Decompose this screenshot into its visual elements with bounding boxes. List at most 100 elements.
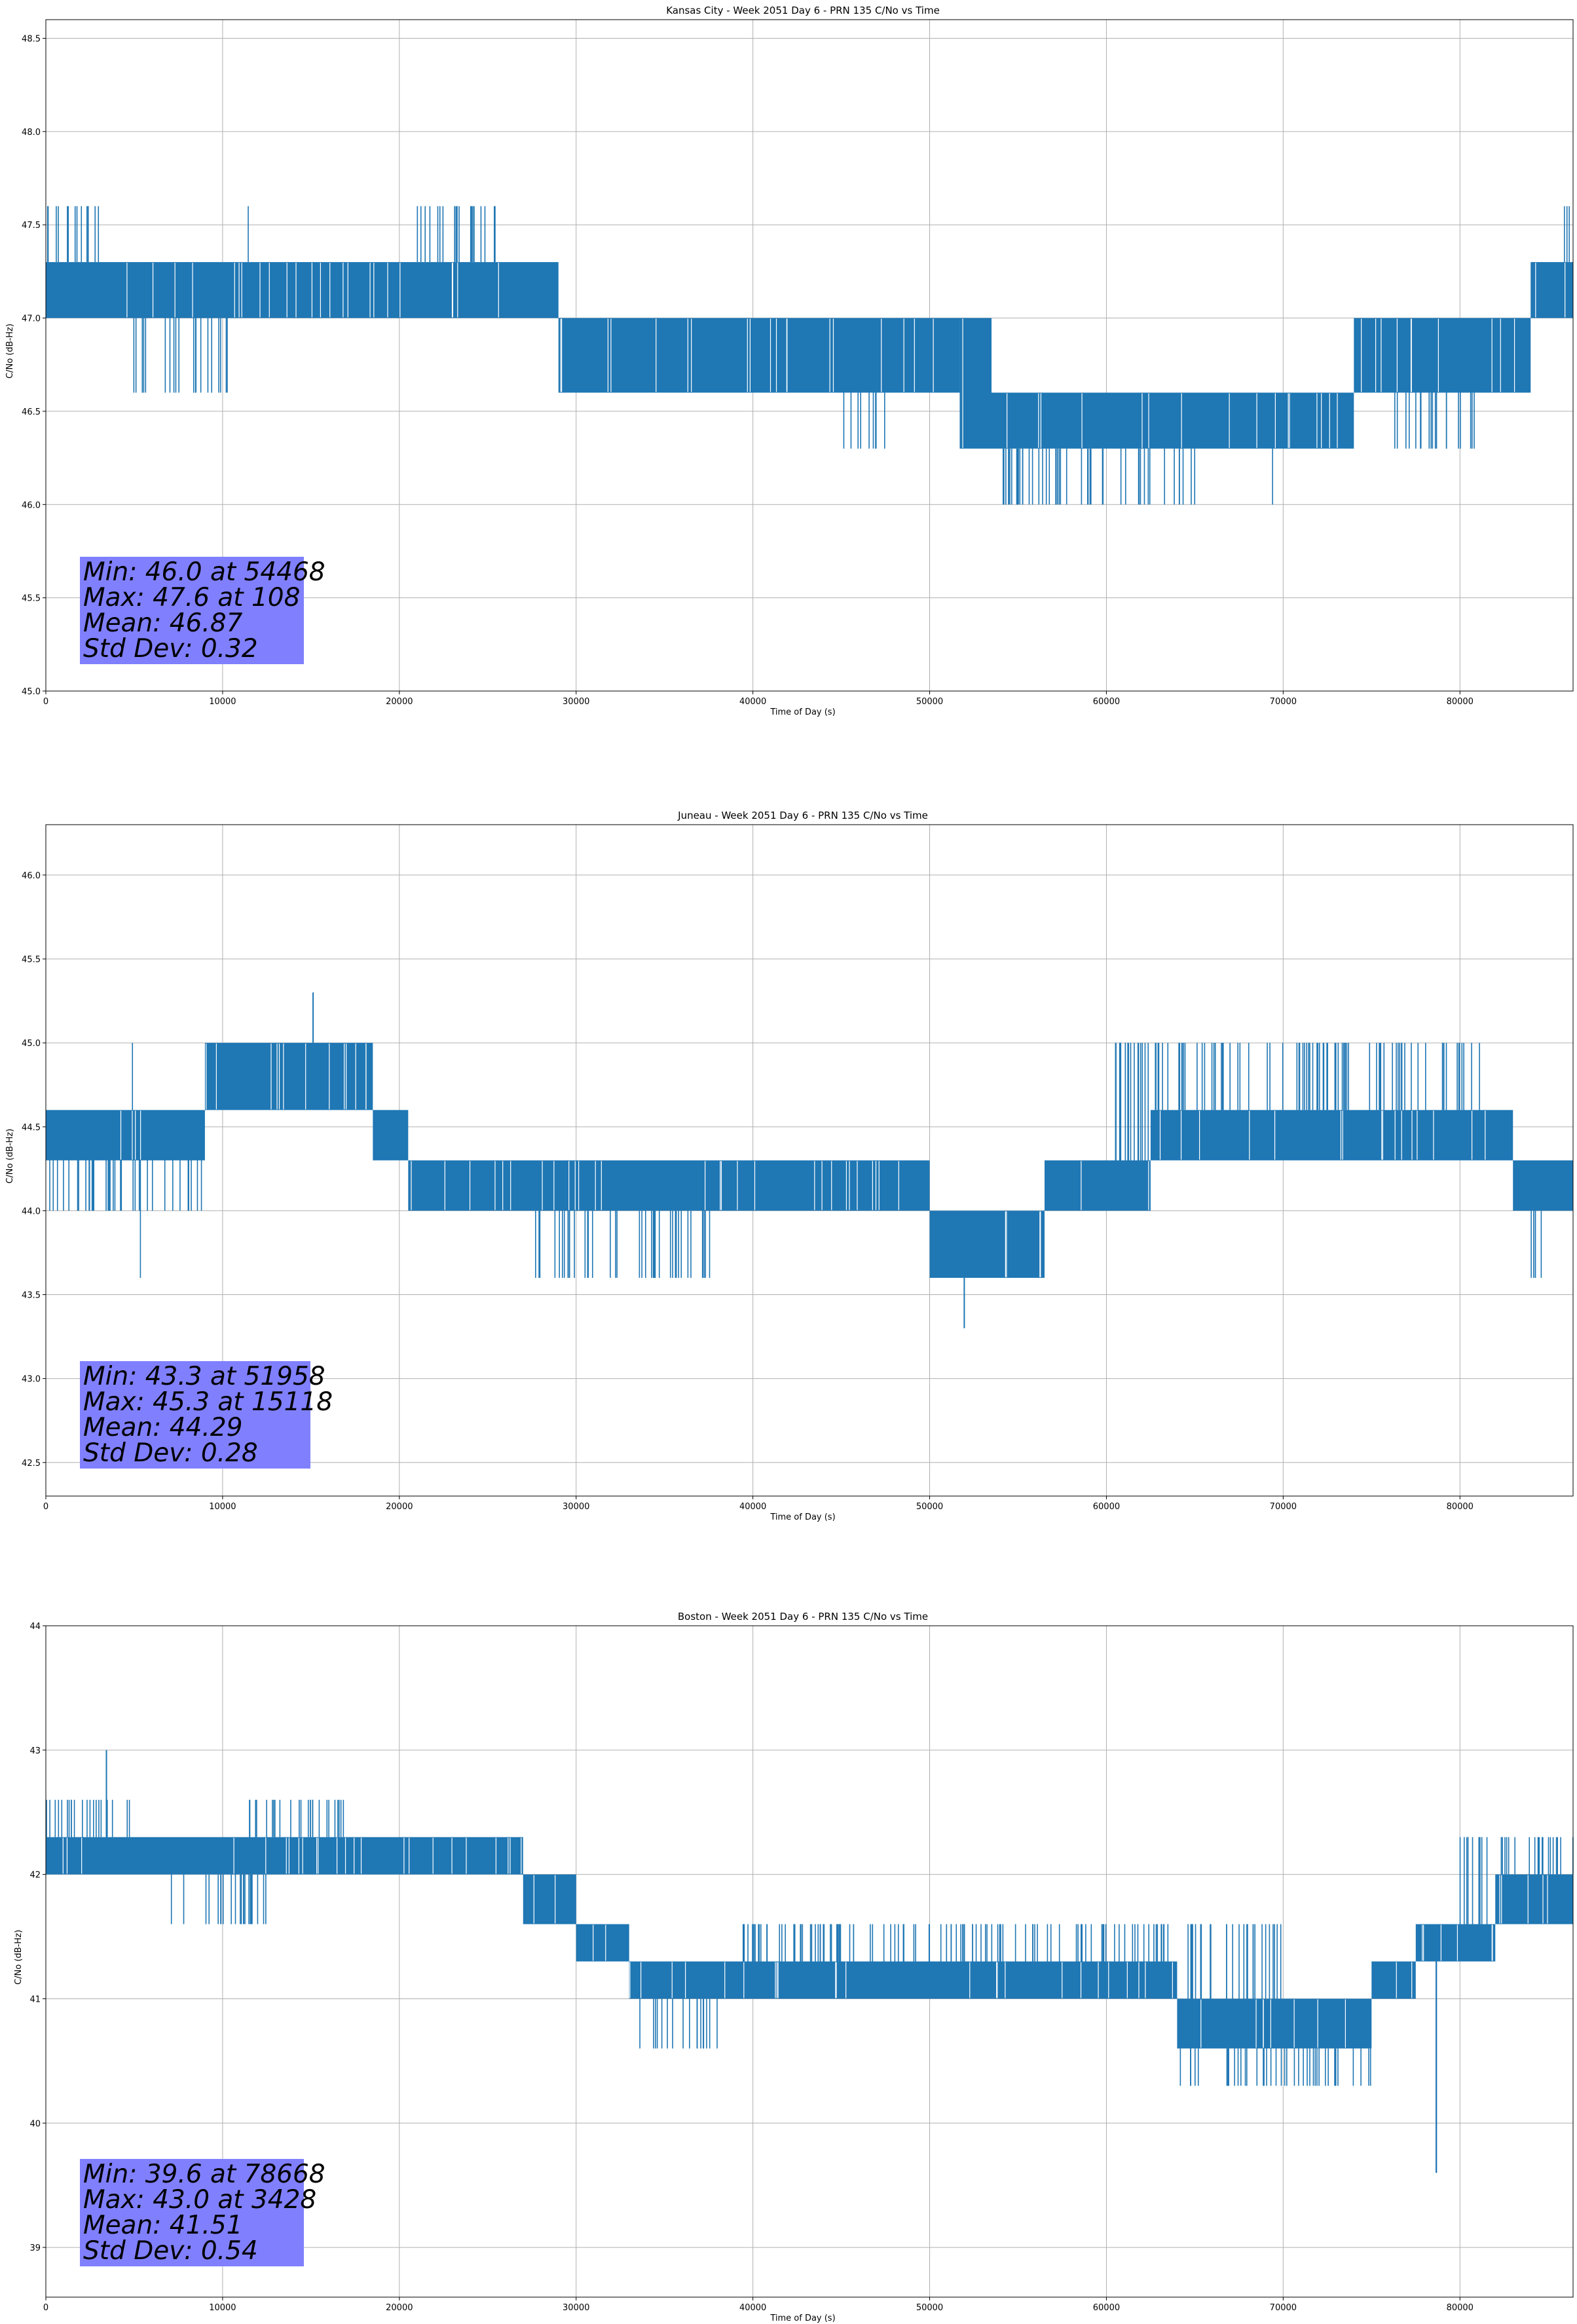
x-tick-label: 60000 — [1093, 697, 1120, 707]
y-tick-label: 44 — [29, 1622, 41, 1632]
x-tick-label: 60000 — [1093, 2303, 1120, 2313]
x-tick-label: 70000 — [1270, 697, 1297, 707]
y-tick-label: 45.5 — [22, 955, 41, 965]
x-tick-label: 50000 — [916, 2303, 943, 2313]
x-tick-label: 20000 — [386, 2303, 413, 2313]
y-tick-label: 45.0 — [22, 1039, 41, 1049]
y-tick-label: 43.0 — [22, 1375, 41, 1385]
x-tick-label: 30000 — [563, 1502, 589, 1512]
chart-panel-juneau: Juneau - Week 2051 Day 6 - PRN 135 C/No … — [5, 810, 1574, 1522]
data-band — [523, 1874, 576, 1924]
stats-min: Min: 46.0 at 54468 — [83, 557, 325, 587]
chart-panel-boston: Boston - Week 2051 Day 6 - PRN 135 C/No … — [14, 1611, 1574, 2323]
x-tick-label: 40000 — [739, 1502, 766, 1512]
x-tick-label: 70000 — [1270, 1502, 1297, 1512]
y-tick-label: 46.5 — [22, 407, 41, 417]
stats-max: Max: 43.0 at 3428 — [83, 2185, 316, 2215]
axes-frame — [45, 1625, 1574, 2298]
y-tick-label: 48.0 — [22, 128, 41, 138]
x-tick-label: 10000 — [209, 697, 236, 707]
plot-area: 0 10000 20000 30000 40000 50000 60000 70000 8000… — [22, 19, 1574, 707]
chart-panel-kansas-city: Kansas City - Week 2051 Day 6 - PRN 135 … — [5, 5, 1574, 717]
stats-box-background — [80, 1361, 310, 1469]
data-band — [1044, 1160, 1151, 1211]
y-tick-label: 44.0 — [22, 1207, 41, 1216]
x-tick-label: 20000 — [386, 697, 413, 707]
stats-min: Min: 43.3 at 51958 — [83, 1362, 325, 1391]
data-band — [929, 1210, 1045, 1278]
y-tick-label: 39 — [29, 2243, 41, 2253]
x-tick-label: 0 — [43, 2303, 48, 2313]
data-band — [1495, 1874, 1573, 1924]
data-band — [629, 1961, 1027, 1999]
stats-box: Min: 39.6 at 78668 Max: 43.0 at 3428 Mea… — [80, 2159, 325, 2266]
x-tick-label: 10000 — [209, 2303, 236, 2313]
data-band — [1415, 1924, 1496, 1962]
x-tick-label: 50000 — [916, 697, 943, 707]
y-tick-label: 41 — [29, 1995, 41, 2004]
data-band — [1026, 1961, 1178, 1999]
stats-box-background — [80, 2159, 304, 2266]
data-band — [46, 1110, 205, 1161]
x-tick-label: 20000 — [386, 1502, 413, 1512]
y-axis-label: C/No (dB-Hz) — [14, 1930, 24, 1985]
stats-box: Min: 46.0 at 54468 Max: 47.6 at 108 Mean… — [80, 557, 325, 664]
y-tick-label: 45.5 — [22, 594, 41, 604]
x-tick-label: 60000 — [1093, 1502, 1120, 1512]
y-tick-label: 46.0 — [22, 500, 41, 510]
stats-box: Min: 43.3 at 51958 Max: 45.3 at 15118 Me… — [80, 1361, 333, 1469]
y-tick-label: 40 — [29, 2119, 41, 2129]
x-tick-label: 30000 — [563, 2303, 589, 2313]
stats-std-dev: Std Dev: 0.54 — [83, 2236, 258, 2266]
y-tick-label: 44.5 — [22, 1123, 41, 1133]
stats-max: Max: 47.6 at 108 — [83, 583, 300, 612]
stats-mean: Mean: 41.51 — [83, 2211, 242, 2240]
x-tick-label: 40000 — [739, 697, 766, 707]
x-tick-label: 50000 — [916, 1502, 943, 1512]
data-band — [959, 318, 992, 449]
y-tick-label: 42 — [29, 1871, 41, 1881]
y-tick-label: 42.5 — [22, 1459, 41, 1469]
stats-max: Max: 45.3 at 15118 — [83, 1387, 333, 1417]
x-tick-label: 0 — [43, 1502, 48, 1512]
x-tick-label: 30000 — [563, 697, 589, 707]
chart-title: Juneau - Week 2051 Day 6 - PRN 135 C/No … — [677, 810, 928, 821]
data-band — [1354, 318, 1531, 393]
y-tick-label: 43.5 — [22, 1291, 41, 1301]
stats-std-dev: Std Dev: 0.32 — [83, 634, 258, 664]
y-tick-label: 43 — [29, 1746, 41, 1756]
stats-mean: Mean: 44.29 — [83, 1413, 242, 1442]
y-tick-label: 47.0 — [22, 314, 41, 324]
data-band — [408, 1160, 930, 1211]
axes-frame — [45, 824, 1574, 1497]
data-band — [576, 1924, 629, 1962]
data-band — [46, 262, 559, 318]
x-tick-label: 10000 — [209, 1502, 236, 1512]
x-axis-label: Time of Day (s) — [770, 2314, 835, 2323]
data-band — [373, 1110, 409, 1161]
y-axis-label: C/No (dB-Hz) — [5, 1129, 15, 1184]
chart-title: Kansas City - Week 2051 Day 6 - PRN 135 … — [666, 5, 940, 16]
x-tick-label: 40000 — [739, 2303, 766, 2313]
y-tick-label: 46.0 — [22, 871, 41, 881]
data-band — [1513, 1160, 1573, 1211]
data-band — [204, 1043, 373, 1110]
plot-area: 0 10000 20000 30000 40000 50000 60000 70000 8000… — [29, 1622, 1574, 2313]
y-tick-label: 47.5 — [22, 221, 41, 231]
data-band — [1150, 1110, 1513, 1161]
data-band — [1531, 262, 1573, 318]
x-tick-label: 80000 — [1447, 2303, 1474, 2313]
x-tick-label: 0 — [43, 697, 48, 707]
data-band — [46, 1837, 523, 1875]
y-tick-label: 48.5 — [22, 34, 41, 44]
x-tick-label: 80000 — [1447, 697, 1474, 707]
y-axis-label: C/No (dB-Hz) — [5, 324, 15, 379]
x-tick-label: 70000 — [1270, 2303, 1297, 2313]
stats-box-background — [80, 557, 304, 664]
stats-mean: Mean: 46.87 — [83, 609, 243, 638]
stats-min: Min: 39.6 at 78668 — [83, 2160, 325, 2189]
stats-std-dev: Std Dev: 0.28 — [83, 1438, 258, 1468]
data-band — [992, 392, 1354, 449]
chart-title: Boston - Week 2051 Day 6 - PRN 135 C/No … — [678, 1611, 928, 1622]
